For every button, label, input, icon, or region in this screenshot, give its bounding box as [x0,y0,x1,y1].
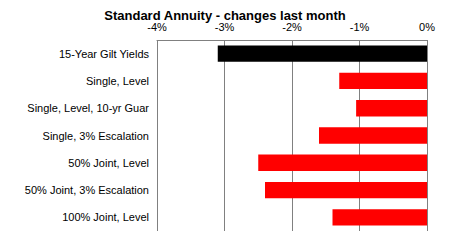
svg-text:0%: 0% [419,21,435,33]
svg-text:15-Year Gilt Yields: 15-Year Gilt Yields [59,48,150,60]
svg-text:-1%: -1% [350,21,370,33]
svg-text:-3%: -3% [214,20,235,33]
svg-text:Single, 3% Escalation: Single, 3% Escalation [43,130,149,142]
svg-text:50% Joint, 3% Escalation: 50% Joint, 3% Escalation [25,184,149,196]
svg-text:Standard Annuity - changes las: Standard Annuity - changes last month [104,8,346,23]
svg-text:50% Joint, Level: 50% Joint, Level [68,157,149,169]
svg-text:Single, Level: Single, Level [86,75,149,87]
svg-text:100% Joint, Level: 100% Joint, Level [62,211,149,223]
svg-text:-4%: -4% [147,20,167,33]
svg-text:Single, Level, 10-yr Guar: Single, Level, 10-yr Guar [27,102,149,114]
svg-text:-2%: -2% [282,20,302,33]
